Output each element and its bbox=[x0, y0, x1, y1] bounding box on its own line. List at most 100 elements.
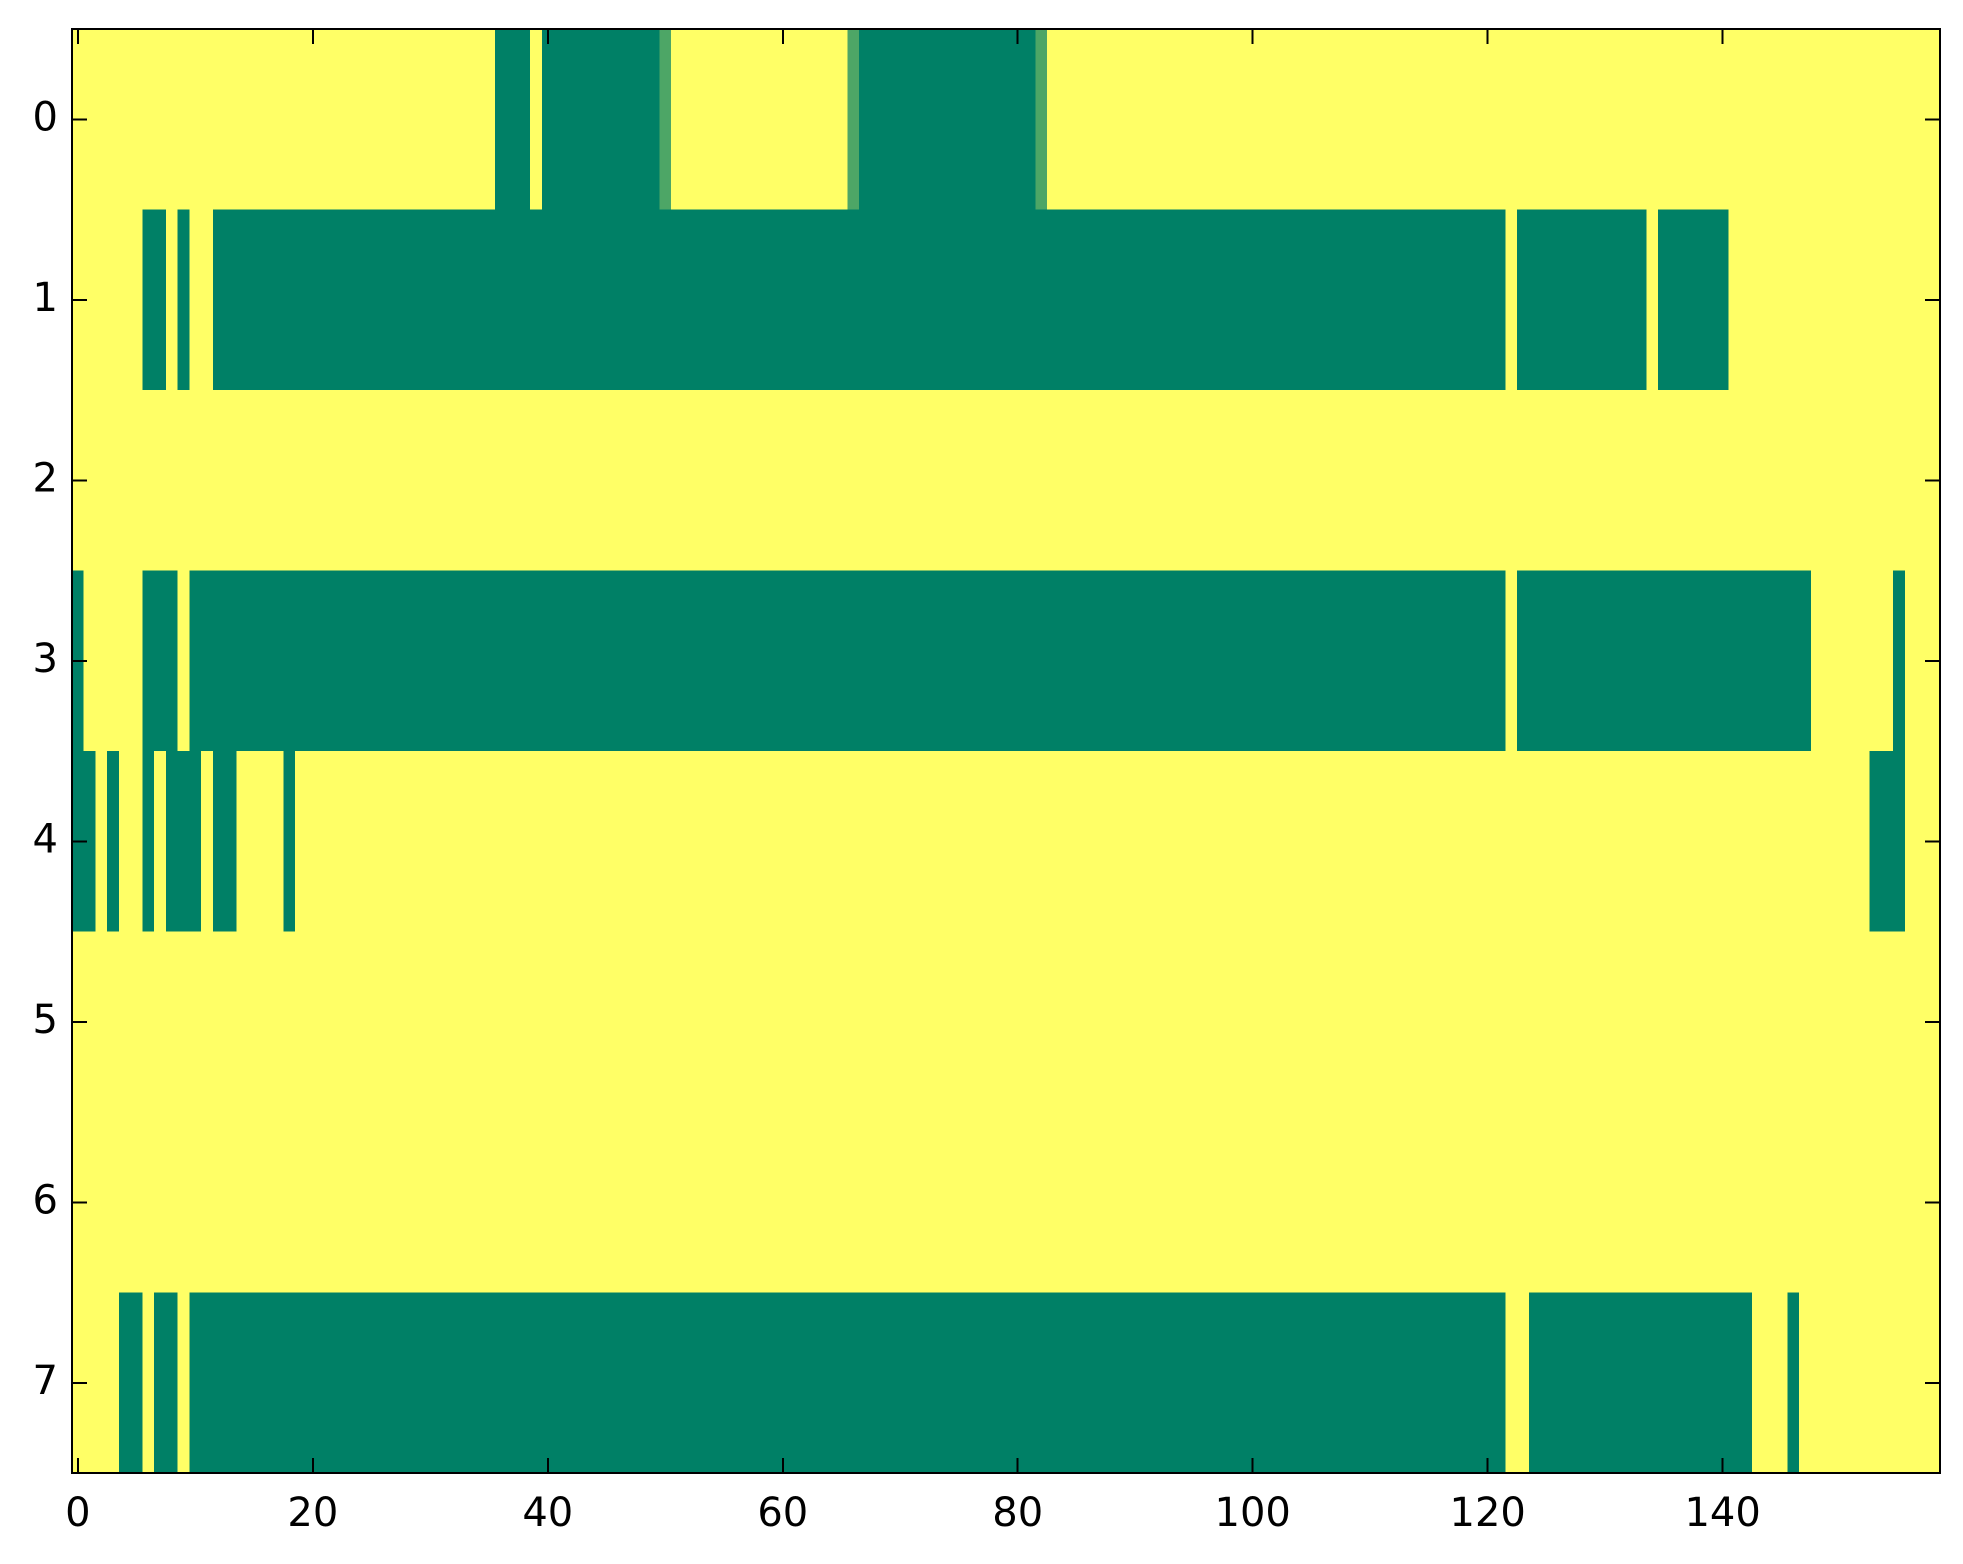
heatmap-cell bbox=[788, 1292, 802, 1474]
heatmap-cell bbox=[248, 751, 261, 933]
heatmap-cell bbox=[929, 751, 942, 933]
heatmap-cell bbox=[1411, 390, 1424, 572]
heatmap-cell bbox=[917, 931, 931, 1113]
heatmap-cell bbox=[976, 209, 989, 391]
heatmap-cell bbox=[318, 209, 332, 391]
heatmap-cell bbox=[1505, 751, 1518, 933]
heatmap-cell bbox=[1470, 209, 1483, 391]
heatmap-cell bbox=[1705, 931, 1718, 1113]
heatmap-cell bbox=[753, 390, 766, 572]
heatmap-cell bbox=[624, 570, 637, 752]
heatmap-cell bbox=[377, 390, 390, 572]
heatmap-cell bbox=[1599, 390, 1612, 572]
heatmap-cell bbox=[565, 29, 578, 211]
heatmap-cell bbox=[1352, 390, 1365, 572]
heatmap-cell bbox=[976, 1112, 989, 1294]
heatmap-cell bbox=[953, 390, 966, 572]
heatmap-cell bbox=[835, 390, 848, 572]
heatmap-cell bbox=[118, 1112, 132, 1294]
heatmap-cell bbox=[588, 209, 602, 391]
heatmap-cell bbox=[1376, 931, 1389, 1113]
heatmap-cell bbox=[1470, 1112, 1483, 1294]
heatmap-cell bbox=[365, 390, 379, 572]
heatmap-cell bbox=[1728, 29, 1741, 211]
heatmap-cell bbox=[224, 29, 238, 211]
heatmap-cell bbox=[706, 1112, 719, 1294]
heatmap-cell bbox=[1904, 1112, 1918, 1294]
heatmap-cell bbox=[271, 570, 285, 752]
heatmap-cell bbox=[812, 209, 825, 391]
heatmap-cell bbox=[1481, 390, 1495, 572]
heatmap-cell bbox=[870, 570, 884, 752]
heatmap-cell bbox=[165, 1112, 179, 1294]
heatmap-cell bbox=[1188, 751, 1201, 933]
heatmap-cell bbox=[1810, 751, 1824, 933]
heatmap-cell bbox=[1293, 1112, 1307, 1294]
heatmap-cell bbox=[130, 209, 144, 391]
heatmap-cell bbox=[259, 390, 273, 572]
heatmap-cell bbox=[953, 570, 966, 752]
heatmap-cell bbox=[342, 29, 355, 211]
heatmap-cell bbox=[400, 29, 414, 211]
heatmap-cell bbox=[1352, 570, 1365, 752]
heatmap-cell bbox=[1023, 29, 1036, 211]
heatmap-cell bbox=[1176, 209, 1189, 391]
heatmap-cell bbox=[330, 1292, 343, 1474]
heatmap-cell bbox=[1728, 931, 1741, 1113]
heatmap-cell bbox=[318, 29, 332, 211]
heatmap-cell bbox=[1493, 209, 1506, 391]
heatmap-cell bbox=[1293, 570, 1307, 752]
heatmap-cell bbox=[1387, 29, 1401, 211]
heatmap-cell bbox=[1129, 570, 1142, 752]
heatmap-cell bbox=[1117, 390, 1130, 572]
heatmap-cell bbox=[835, 209, 848, 391]
heatmap-cell bbox=[1752, 931, 1765, 1113]
heatmap-cell bbox=[447, 209, 461, 391]
heatmap-cell bbox=[1775, 1292, 1788, 1474]
heatmap-cell bbox=[95, 931, 108, 1113]
heatmap-cell bbox=[1364, 1292, 1377, 1474]
heatmap-cell bbox=[483, 1292, 496, 1474]
heatmap-cell bbox=[964, 931, 978, 1113]
heatmap-cell bbox=[659, 1112, 672, 1294]
heatmap-cell bbox=[1669, 931, 1683, 1113]
heatmap-cell bbox=[1622, 1112, 1636, 1294]
heatmap-cell bbox=[130, 751, 144, 933]
heatmap-cell bbox=[953, 29, 966, 211]
heatmap-cell bbox=[1270, 29, 1283, 211]
heatmap-cell bbox=[236, 931, 249, 1113]
heatmap-cell bbox=[1176, 751, 1189, 933]
heatmap-cell bbox=[988, 1292, 1001, 1474]
heatmap-cell bbox=[1893, 570, 1906, 752]
heatmap-cell bbox=[306, 390, 320, 572]
heatmap-cell bbox=[1282, 209, 1295, 391]
heatmap-cell bbox=[1904, 931, 1918, 1113]
heatmap-cell bbox=[506, 570, 520, 752]
heatmap-cell bbox=[1587, 29, 1600, 211]
heatmap-cell bbox=[377, 29, 390, 211]
heatmap-cell bbox=[1470, 751, 1483, 933]
heatmap-cell bbox=[847, 29, 860, 211]
heatmap-cell bbox=[1540, 209, 1553, 391]
heatmap-cell bbox=[1575, 751, 1589, 933]
heatmap-cell bbox=[1552, 931, 1565, 1113]
heatmap-cell bbox=[847, 209, 860, 391]
heatmap-cell bbox=[530, 751, 543, 933]
heatmap-cell bbox=[1282, 29, 1295, 211]
heatmap-cell bbox=[1763, 751, 1777, 933]
heatmap-cell bbox=[365, 29, 379, 211]
heatmap-cell bbox=[1023, 1292, 1036, 1474]
heatmap-cell bbox=[1634, 390, 1647, 572]
heatmap-cell bbox=[964, 751, 978, 933]
heatmap-cell bbox=[377, 1292, 390, 1474]
heatmap-cell bbox=[1669, 390, 1683, 572]
heatmap-cell bbox=[1869, 209, 1882, 391]
heatmap-cell bbox=[612, 209, 625, 391]
heatmap-cell bbox=[1599, 209, 1612, 391]
heatmap-cell bbox=[1517, 570, 1530, 752]
heatmap-cell bbox=[894, 29, 907, 211]
heatmap-cell bbox=[1070, 751, 1083, 933]
heatmap-cell bbox=[1775, 29, 1788, 211]
heatmap-cell bbox=[471, 931, 484, 1113]
heatmap-cell bbox=[929, 1292, 942, 1474]
